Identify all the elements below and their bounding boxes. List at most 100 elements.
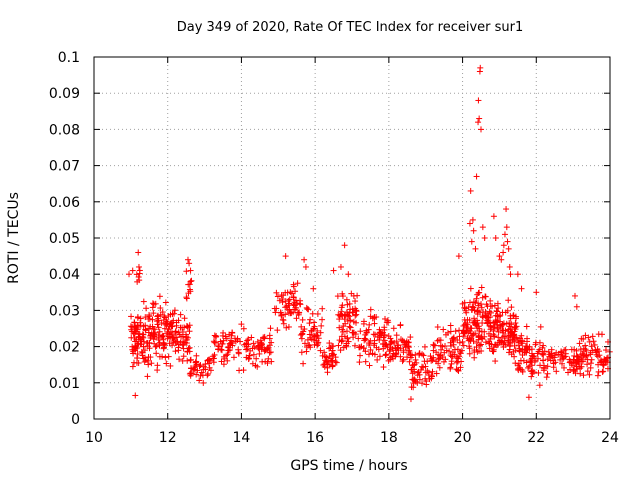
data-point: [345, 271, 352, 278]
data-point: [486, 340, 493, 347]
data-point: [529, 367, 536, 374]
data-point: [173, 322, 180, 329]
data-point: [343, 343, 350, 350]
data-point: [150, 310, 157, 317]
data-point: [136, 267, 143, 274]
data-point: [584, 361, 591, 368]
data-point: [465, 304, 472, 311]
data-point: [235, 346, 242, 353]
data-point: [197, 372, 204, 379]
data-point: [506, 349, 513, 356]
data-point: [475, 119, 482, 126]
data-point: [475, 97, 482, 104]
data-point: [470, 298, 477, 305]
data-point: [319, 305, 326, 312]
y-tick-label: 0.09: [49, 86, 80, 102]
data-point: [142, 326, 149, 333]
data-point: [510, 348, 517, 355]
data-point: [175, 347, 182, 354]
data-point: [446, 348, 453, 355]
data-point: [307, 334, 314, 341]
y-tick-label: 0.01: [49, 376, 80, 392]
data-point: [303, 348, 310, 355]
data-point: [412, 356, 419, 363]
data-point: [516, 347, 523, 354]
data-point: [175, 317, 182, 324]
data-point: [494, 325, 501, 332]
data-point: [307, 316, 314, 323]
data-point: [156, 293, 163, 300]
data-point: [367, 346, 374, 353]
data-point: [200, 366, 207, 373]
data-point: [226, 340, 233, 347]
data-point: [140, 298, 147, 305]
data-point: [433, 370, 440, 377]
data-point: [474, 308, 481, 315]
data-point: [475, 300, 482, 307]
data-point: [326, 340, 333, 347]
data-point: [574, 357, 581, 364]
data-point: [450, 337, 457, 344]
data-point: [346, 306, 353, 313]
data-point: [413, 359, 420, 366]
data-point: [533, 289, 540, 296]
data-point: [300, 360, 307, 367]
data-point: [473, 344, 480, 351]
data-point: [594, 353, 601, 360]
data-point: [139, 352, 146, 359]
data-point: [524, 335, 531, 342]
data-point: [504, 307, 511, 314]
data-point: [245, 336, 252, 343]
data-point: [475, 334, 482, 341]
data-point: [373, 344, 380, 351]
data-point: [573, 359, 580, 366]
data-point: [505, 245, 512, 252]
data-point: [134, 326, 141, 333]
data-point: [582, 332, 589, 339]
data-point: [197, 362, 204, 369]
data-point: [300, 328, 307, 335]
data-point: [424, 358, 431, 365]
data-point: [503, 224, 510, 231]
data-point: [408, 366, 415, 373]
data-point: [235, 350, 242, 357]
data-point: [499, 327, 506, 334]
data-point: [386, 348, 393, 355]
data-point: [133, 359, 140, 366]
data-point: [466, 350, 473, 357]
data-point: [491, 302, 498, 309]
data-point: [600, 368, 607, 375]
data-point: [478, 328, 485, 335]
data-point: [167, 328, 174, 335]
data-point: [572, 370, 579, 377]
data-point: [164, 335, 171, 342]
data-point: [338, 333, 345, 340]
data-point: [420, 352, 427, 359]
data-point: [371, 340, 378, 347]
data-point: [181, 339, 188, 346]
data-point: [153, 350, 160, 357]
data-point: [311, 341, 318, 348]
data-point: [568, 346, 575, 353]
data-point: [187, 267, 194, 274]
data-point: [491, 332, 498, 339]
data-point: [471, 347, 478, 354]
data-point: [263, 346, 270, 353]
data-point: [371, 314, 378, 321]
data-point: [139, 331, 146, 338]
data-point: [297, 301, 304, 308]
data-point: [496, 253, 503, 260]
data-point: [519, 337, 526, 344]
data-point: [135, 249, 142, 256]
data-point: [518, 332, 525, 339]
data-point: [137, 315, 144, 322]
data-point: [247, 347, 254, 354]
data-point: [421, 343, 428, 350]
data-point: [507, 315, 514, 322]
data-point: [140, 355, 147, 362]
data-point: [136, 330, 143, 337]
data-point: [196, 377, 203, 384]
data-point: [309, 310, 316, 317]
data-point: [230, 354, 237, 361]
data-point: [218, 347, 225, 354]
